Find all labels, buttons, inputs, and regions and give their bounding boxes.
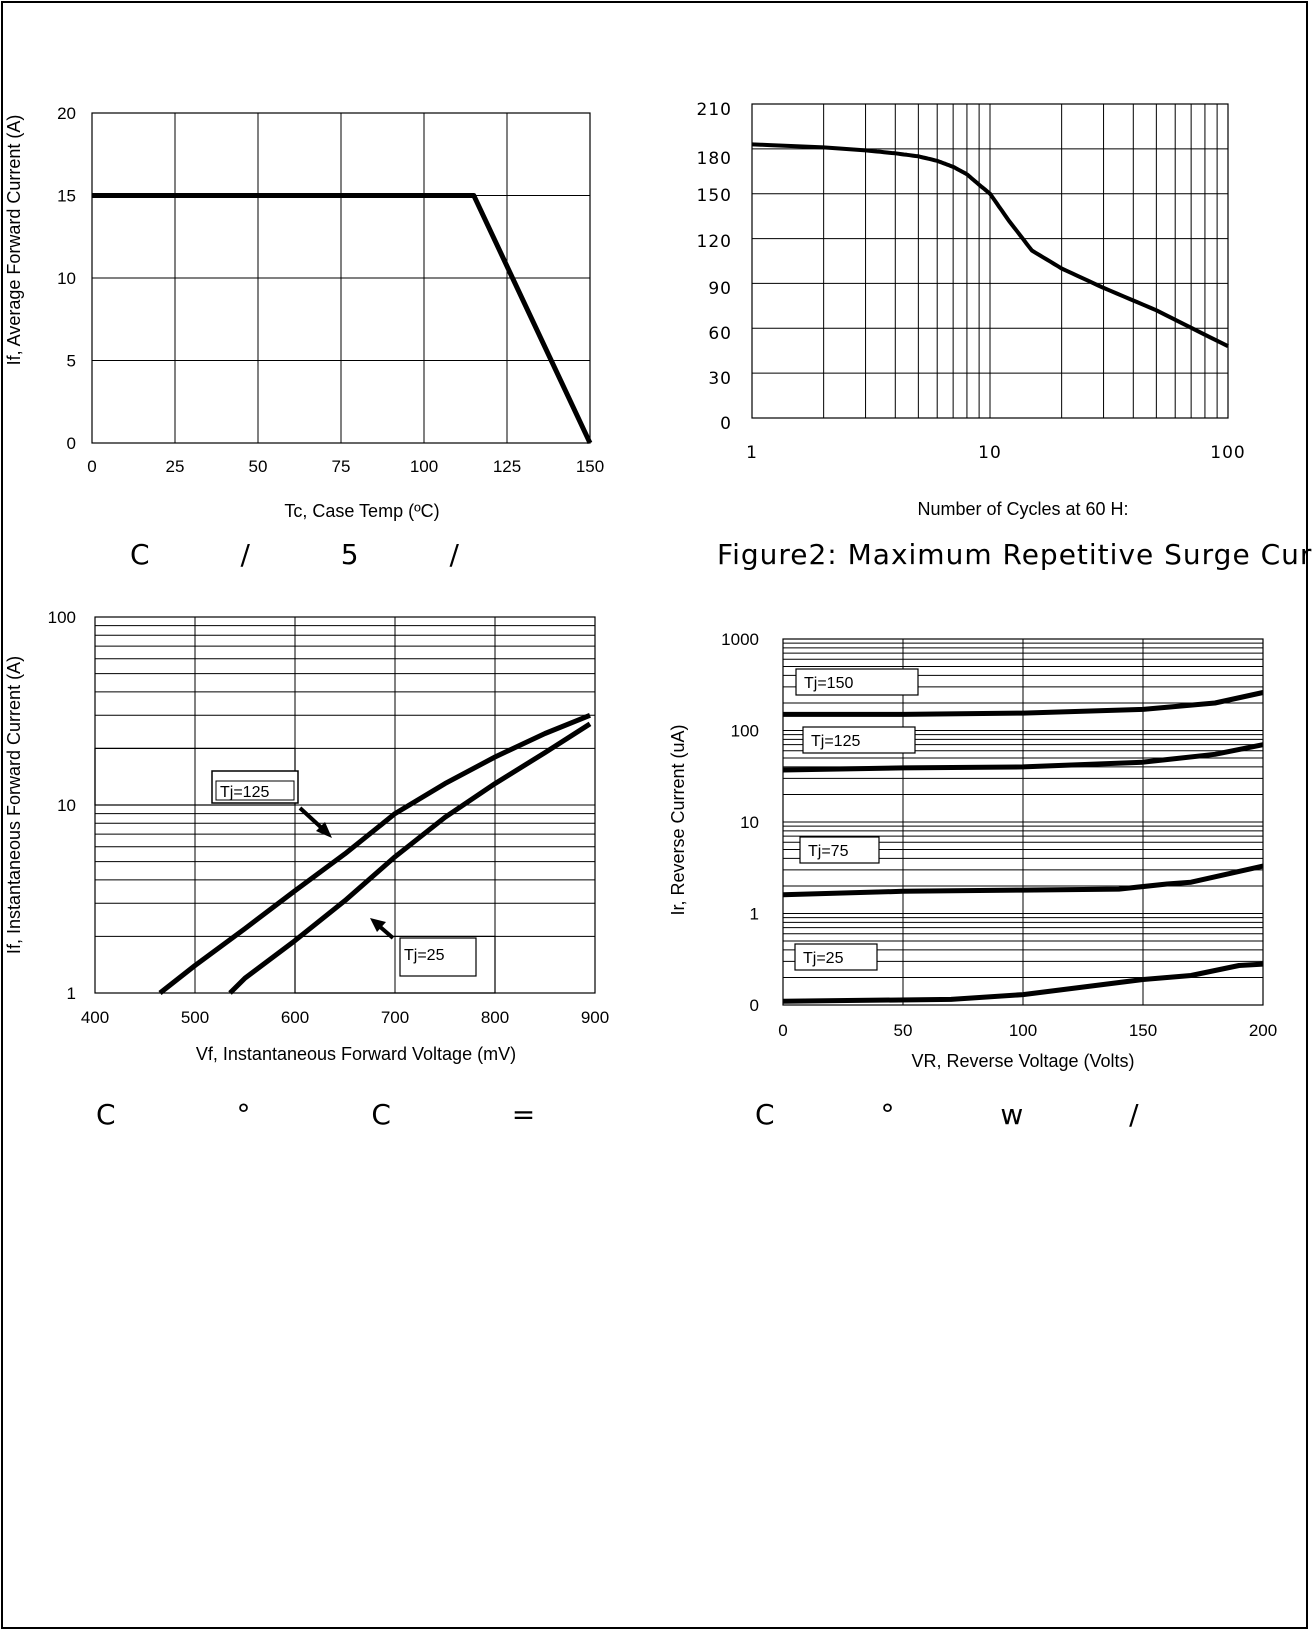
plot-area [751,103,1229,419]
label-box [802,726,916,754]
figure-caption: C ° C = [96,1098,536,1131]
series-label: Tj=150 [804,675,853,692]
y-tick-label: 100 [48,608,76,627]
annotation-frame [294,935,496,994]
y-tick-label: 30 [708,369,732,389]
y-tick-label: 15 [57,187,76,206]
arrow-head [370,918,386,932]
label-box [399,937,477,977]
x-tick-label: 100 [1210,443,1245,463]
series-line [783,690,1264,717]
x-tick-label: 50 [249,457,268,476]
x-tick-label: 100 [410,457,438,476]
x-tick-label: 400 [81,1008,109,1027]
figure-caption: C / 5 / [130,538,460,571]
series-line [782,742,1264,773]
series-line [751,142,1229,348]
x-tick-label: 1 [746,443,758,463]
series-label: Tj=25 [404,947,445,964]
series-label: Tj=125 [811,733,860,750]
y-tick-label: 20 [57,104,76,123]
series-line [782,863,1264,898]
x-tick-label: 0 [778,1021,787,1040]
label-box [794,943,878,971]
arrow-head [316,822,332,838]
plot-area [782,638,1264,1006]
x-axis-title: Tc, Case Temp (ºC) [284,501,439,521]
x-tick-label: 200 [1249,1021,1277,1040]
x-tick-label: 0 [87,457,96,476]
x-tick-label: 75 [332,457,351,476]
series-label: Tj=25 [803,950,844,967]
x-tick-label: 50 [894,1021,913,1040]
y-tick-label: 10 [740,813,759,832]
figure-caption: Figure2: Maximum Repetitive Surge Cur [717,538,1312,571]
y-tick-label: 0 [720,414,732,434]
x-tick-label: 800 [481,1008,509,1027]
x-tick-label: 25 [166,457,185,476]
y-axis-title: If, Instantaneous Forward Current (A) [4,656,24,954]
series-label: Tj=75 [808,843,849,860]
x-tick-label: 10 [978,443,1002,463]
x-tick-label: 600 [281,1008,309,1027]
x-tick-label: 125 [493,457,521,476]
figure-caption: C ° w / [755,1098,1140,1131]
x-axis-title: Number of Cycles at 60 H: [917,499,1128,519]
series-line [158,712,591,995]
series-line [228,721,592,995]
y-tick-label: 5 [67,352,76,371]
y-axis-title: Ir, Reverse Current (uA) [668,724,688,915]
series-line [92,193,593,445]
y-axis-title: If, Average Forward Current (A) [4,115,24,366]
x-tick-label: 500 [181,1008,209,1027]
y-tick-label: 90 [708,279,732,299]
y-tick-label: 150 [697,186,732,206]
x-tick-label: 900 [581,1008,609,1027]
label-box [211,770,299,804]
y-tick-label: 100 [731,722,759,741]
y-tick-label: 0 [67,434,76,453]
y-tick-label: 120 [697,232,732,252]
x-tick-label: 150 [1129,1021,1157,1040]
label-box [795,668,919,696]
y-tick-label: 1 [750,905,759,924]
y-tick-label: 1000 [721,630,759,649]
x-tick-label: 150 [576,457,604,476]
x-tick-label: 700 [381,1008,409,1027]
series-label: Tj=125 [220,784,269,801]
y-tick-label: 0 [750,996,759,1015]
y-tick-label: 210 [697,100,732,120]
y-tick-label: 1 [67,984,76,1003]
y-tick-label: 10 [57,796,76,815]
label-box [799,836,880,864]
label-box-inner [215,780,295,801]
y-tick-label: 60 [708,324,732,344]
x-axis-title: VR, Reverse Voltage (Volts) [911,1051,1134,1071]
plot-area [91,112,591,444]
x-tick-label: 100 [1009,1021,1037,1040]
series-line [782,961,1264,1004]
y-tick-label: 180 [697,149,732,169]
x-axis-title: Vf, Instantaneous Forward Voltage (mV) [196,1044,516,1064]
y-tick-label: 10 [57,269,76,288]
